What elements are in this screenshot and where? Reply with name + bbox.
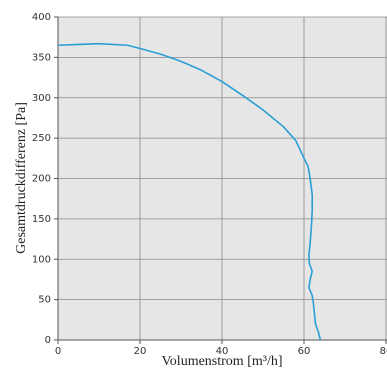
- x-tick-label: 0: [55, 346, 61, 357]
- y-tick-label: 350: [32, 52, 51, 63]
- y-tick-label: 200: [32, 174, 51, 185]
- y-tick-label: 400: [32, 12, 51, 23]
- x-tick-label: 60: [298, 346, 311, 357]
- x-tick-label: 80: [380, 346, 387, 357]
- data-line: [57, 42, 322, 341]
- y-tick-label: 300: [32, 93, 51, 104]
- y-axis-title: Gesamtdruckdifferenz [Pa]: [14, 102, 29, 254]
- y-tick-label: 250: [32, 133, 51, 144]
- y-tick-label: 150: [32, 214, 51, 225]
- x-tick-label: 20: [134, 346, 147, 357]
- y-tick-label: 100: [32, 254, 51, 265]
- y-tick-label: 0: [45, 335, 51, 346]
- x-tick-label: 40: [216, 346, 229, 357]
- x-axis-title: Volumenstrom [m³/h]: [162, 354, 283, 369]
- y-tick-label: 50: [38, 295, 51, 306]
